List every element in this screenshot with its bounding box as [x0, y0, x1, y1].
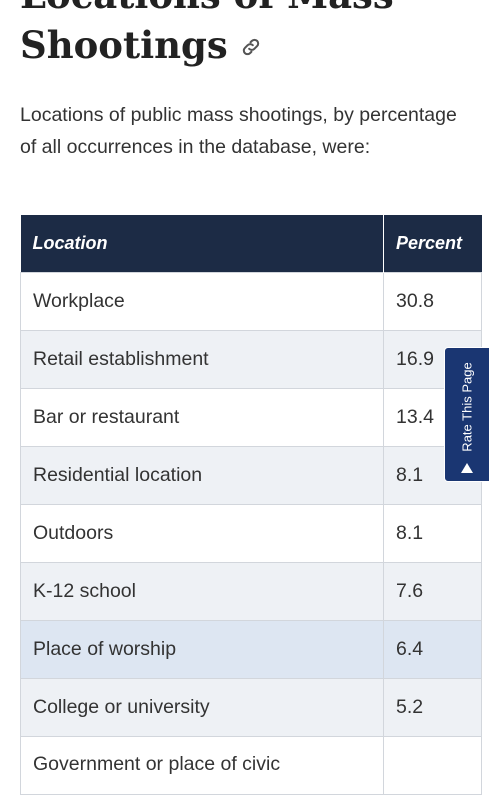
table-row: Residential location 8.1	[20, 445, 482, 505]
location-cell: K-12 school	[20, 561, 384, 621]
location-cell: Residential location	[20, 445, 384, 505]
table-row: College or university 5.2	[20, 677, 482, 737]
percent-cell: 6.4	[383, 619, 482, 679]
rate-this-page-tab[interactable]: Rate This Page	[444, 347, 490, 482]
heading-line-1: Locations of Mass	[20, 0, 460, 20]
table-row: Retail establishment 16.9	[20, 329, 482, 389]
triangle-up-icon	[461, 463, 473, 473]
location-cell: Outdoors	[20, 503, 384, 563]
location-cell: Bar or restaurant	[20, 387, 384, 447]
percent-cell	[383, 735, 482, 795]
table-row: Bar or restaurant 13.4	[20, 387, 482, 447]
table-header-row: Location Percent	[20, 215, 482, 272]
location-cell: Place of worship	[20, 619, 384, 679]
location-cell: College or university	[20, 677, 384, 737]
anchor-link-icon[interactable]	[240, 20, 262, 70]
table-row: Workplace 30.8	[20, 271, 482, 331]
table-row: Place of worship 6.4	[20, 619, 482, 679]
percent-cell: 8.1	[383, 503, 482, 563]
table-row: Government or place of civic	[20, 735, 482, 795]
percent-cell: 5.2	[383, 677, 482, 737]
column-header-location: Location	[20, 215, 384, 272]
rate-this-page-label: Rate This Page	[459, 361, 475, 452]
percent-cell: 7.6	[383, 561, 482, 621]
intro-paragraph: Locations of public mass shootings, by p…	[20, 104, 457, 158]
location-cell: Workplace	[20, 271, 384, 331]
column-header-percent: Percent	[383, 215, 482, 272]
page-heading: Locations of Mass Shootings	[20, 0, 460, 74]
locations-table: Location Percent Workplace 30.8 Retail e…	[20, 215, 482, 795]
heading-line-2: Shootings	[20, 23, 228, 67]
table-row: K-12 school 7.6	[20, 561, 482, 621]
percent-cell: 30.8	[383, 271, 482, 331]
table-row: Outdoors 8.1	[20, 503, 482, 563]
location-cell: Retail establishment	[20, 329, 384, 389]
location-cell: Government or place of civic	[20, 735, 384, 795]
